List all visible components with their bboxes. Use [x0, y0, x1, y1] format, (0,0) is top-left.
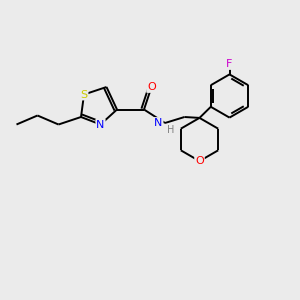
Text: H: H	[167, 124, 174, 135]
Text: N: N	[96, 119, 105, 130]
Text: S: S	[80, 89, 88, 100]
Text: O: O	[195, 156, 204, 166]
Text: N: N	[154, 118, 163, 128]
Text: O: O	[147, 82, 156, 92]
Text: F: F	[226, 59, 233, 69]
